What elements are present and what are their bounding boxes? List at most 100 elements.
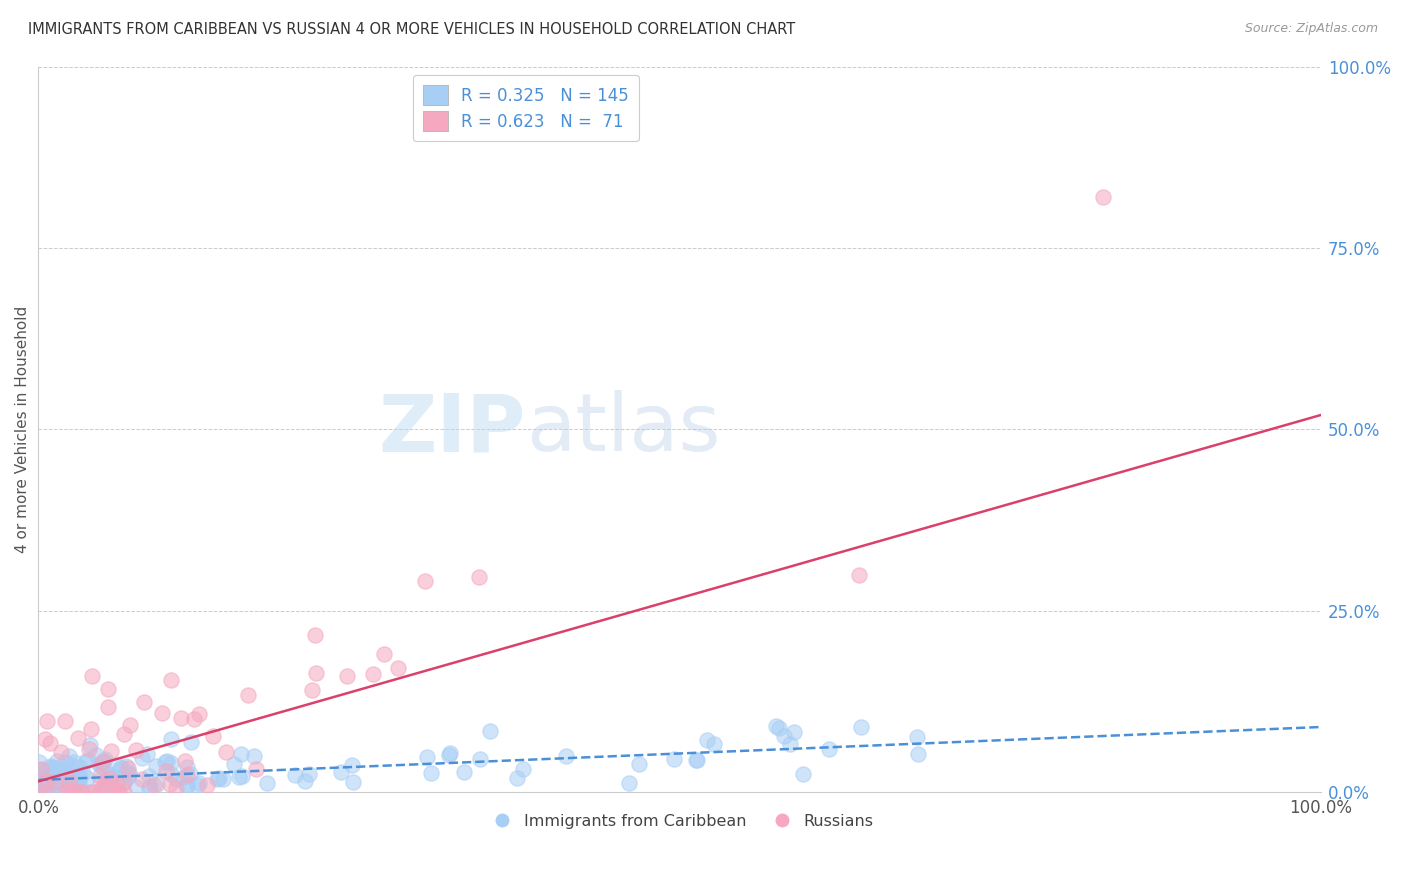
Point xyxy=(628,757,651,772)
Point xyxy=(468,570,491,584)
Point xyxy=(34,778,56,792)
Point xyxy=(555,749,578,764)
Point xyxy=(238,688,260,702)
Point xyxy=(94,782,117,797)
Point xyxy=(180,735,202,749)
Point xyxy=(187,707,209,722)
Point xyxy=(228,770,250,784)
Point xyxy=(30,785,52,799)
Point xyxy=(39,777,62,791)
Point xyxy=(62,785,84,799)
Point xyxy=(176,778,198,792)
Point xyxy=(98,767,121,781)
Point xyxy=(89,773,111,788)
Point xyxy=(336,669,359,683)
Point xyxy=(165,781,187,796)
Point xyxy=(84,747,107,762)
Point xyxy=(51,764,73,779)
Point xyxy=(361,667,384,681)
Point xyxy=(373,647,395,661)
Point xyxy=(818,742,841,756)
Point xyxy=(79,738,101,752)
Point xyxy=(53,785,76,799)
Point xyxy=(512,762,534,776)
Point xyxy=(131,772,153,786)
Point xyxy=(58,749,80,764)
Point xyxy=(156,754,179,768)
Point xyxy=(110,770,132,784)
Point xyxy=(53,772,76,786)
Point xyxy=(416,750,439,764)
Point xyxy=(49,766,72,780)
Point xyxy=(696,732,718,747)
Point xyxy=(284,768,307,782)
Point xyxy=(91,759,114,773)
Point xyxy=(150,706,173,721)
Point xyxy=(112,776,135,790)
Point xyxy=(30,762,52,776)
Point xyxy=(34,731,56,746)
Point xyxy=(31,763,53,777)
Point xyxy=(80,785,103,799)
Point xyxy=(42,766,65,780)
Point xyxy=(46,764,69,778)
Point xyxy=(305,665,328,680)
Point xyxy=(44,775,66,789)
Text: Source: ZipAtlas.com: Source: ZipAtlas.com xyxy=(1244,22,1378,36)
Point xyxy=(139,779,162,793)
Point xyxy=(51,745,73,759)
Point xyxy=(387,661,409,675)
Point xyxy=(89,756,111,771)
Point xyxy=(67,772,90,787)
Point xyxy=(907,747,929,761)
Point xyxy=(27,785,49,799)
Point xyxy=(67,760,90,774)
Point xyxy=(35,785,58,799)
Point xyxy=(294,773,316,788)
Point xyxy=(617,776,640,790)
Point xyxy=(224,756,246,771)
Point xyxy=(56,785,79,799)
Point xyxy=(117,770,139,784)
Text: atlas: atlas xyxy=(526,391,720,468)
Point xyxy=(38,759,60,773)
Point xyxy=(58,771,80,785)
Point xyxy=(1091,190,1114,204)
Point xyxy=(439,746,461,760)
Point xyxy=(100,744,122,758)
Point xyxy=(97,780,120,794)
Point xyxy=(686,753,709,767)
Point xyxy=(304,627,326,641)
Point xyxy=(62,755,84,769)
Point xyxy=(89,769,111,783)
Point xyxy=(256,776,278,790)
Point xyxy=(58,783,80,797)
Point xyxy=(783,725,806,739)
Point xyxy=(107,785,129,799)
Point xyxy=(453,765,475,780)
Point xyxy=(65,780,87,794)
Point xyxy=(662,752,685,766)
Point xyxy=(41,761,63,775)
Point xyxy=(70,785,93,799)
Point xyxy=(93,780,115,795)
Point xyxy=(46,785,69,799)
Point xyxy=(98,771,121,785)
Legend: Immigrants from Caribbean, Russians: Immigrants from Caribbean, Russians xyxy=(479,807,880,835)
Point xyxy=(125,780,148,795)
Point xyxy=(420,765,443,780)
Point xyxy=(30,763,52,777)
Point xyxy=(330,765,353,780)
Point xyxy=(67,775,90,789)
Point xyxy=(70,785,93,799)
Point xyxy=(42,775,65,789)
Point xyxy=(58,774,80,789)
Point xyxy=(131,751,153,765)
Point xyxy=(215,745,238,759)
Point xyxy=(211,772,233,787)
Point xyxy=(34,770,56,784)
Point xyxy=(765,718,787,732)
Point xyxy=(112,775,135,789)
Point xyxy=(83,785,105,799)
Point xyxy=(49,762,72,776)
